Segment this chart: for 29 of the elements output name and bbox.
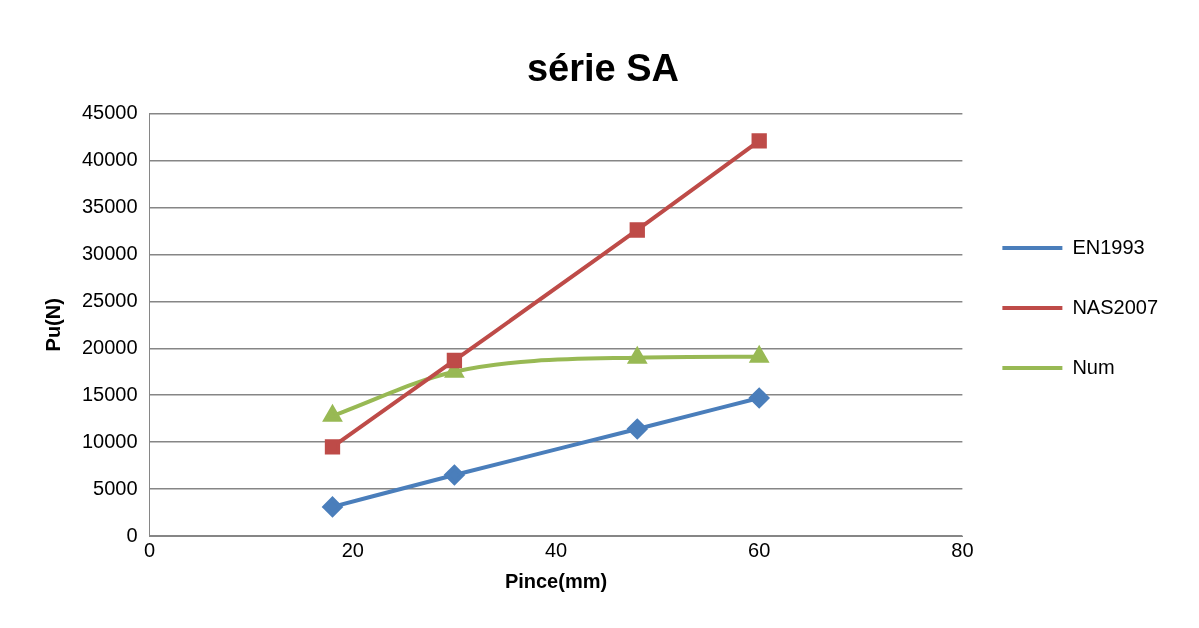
y-tick-label: 20000	[81, 335, 138, 358]
legend-label: NAS2007	[1072, 295, 1159, 318]
y-tick-label: 10000	[81, 429, 138, 452]
point	[444, 464, 465, 485]
y-tick-label: 5000	[93, 476, 138, 499]
x-tick-label: 20	[341, 538, 364, 561]
y-tick-label: 30000	[81, 241, 138, 264]
x-tick-label: 0	[144, 538, 156, 561]
x-tick-label: 40	[544, 538, 568, 561]
point	[751, 133, 767, 149]
y-tick-label: 40000	[81, 148, 138, 171]
point	[324, 439, 341, 455]
chart-title: série SA	[526, 47, 680, 90]
point	[629, 222, 645, 238]
y-tick-label: 35000	[81, 194, 138, 217]
legend-label: EN1993	[1072, 235, 1145, 258]
y-tick-label: 0	[126, 523, 138, 546]
point	[446, 352, 463, 369]
y-tick-label: 15000	[81, 382, 138, 405]
y-tick-label: 45000	[81, 101, 138, 124]
y-axis-title: Pu(N)	[41, 298, 64, 352]
point	[322, 496, 343, 517]
point	[627, 418, 648, 439]
x-axis-title: Pince(mm)	[504, 569, 608, 592]
y-tick-label: 25000	[81, 288, 138, 311]
x-tick-label: 80	[951, 538, 974, 561]
point	[749, 388, 770, 409]
x-tick-label: 60	[748, 538, 771, 561]
legend-label: Num	[1072, 355, 1115, 378]
